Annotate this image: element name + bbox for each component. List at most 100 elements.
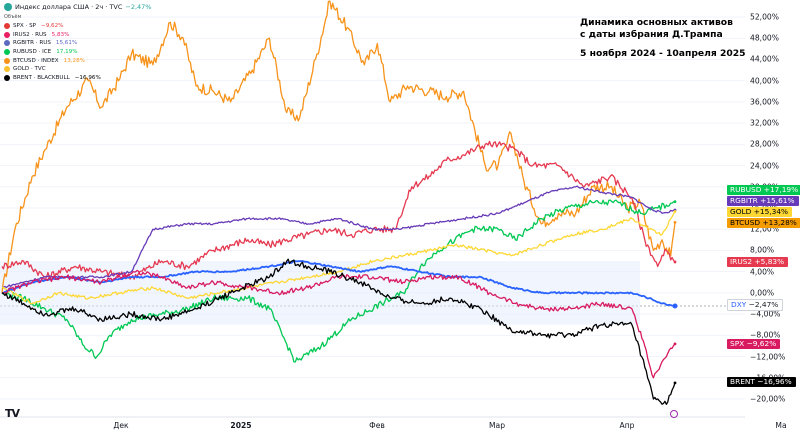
- y-tick-label: 44,00%: [750, 54, 779, 64]
- legend: Индекс доллара США · 2ч · TVC −2,47% Объ…: [4, 3, 151, 82]
- legend-row[interactable]: RUBUSD · ICE 17,19%: [4, 48, 151, 57]
- price-badge-spx[interactable]: SPX −9,62%: [727, 339, 781, 349]
- series-endpoint-dxy: [672, 303, 678, 309]
- badge-symbol: BRENT: [730, 377, 758, 386]
- y-tick-label: 32,00%: [750, 118, 779, 128]
- badge-symbol: RUBUSD: [730, 185, 764, 194]
- badge-symbol: DXY: [731, 300, 749, 309]
- x-tick-label: 2025: [230, 421, 252, 430]
- series-line-rgbitr: [1, 185, 676, 289]
- series-endpoint-brent: [673, 381, 677, 385]
- legend-row[interactable]: GOLD · TVC: [4, 65, 151, 74]
- price-badge-rgbitr[interactable]: RGBITR +15,61%: [727, 196, 799, 206]
- y-tick-label: 28,00%: [750, 139, 779, 149]
- series-line-irus2: [1, 140, 676, 280]
- chart-title-block: Динамика основных активов с даты избрани…: [580, 17, 746, 60]
- badge-symbol: IRUS2: [730, 257, 755, 266]
- legend-row-change: −16,96%: [74, 74, 101, 81]
- y-tick-label: −12,00%: [750, 352, 786, 362]
- y-tick-label: 48,00%: [750, 33, 779, 43]
- legend-row-label: BRENT · BLACKBULL: [13, 74, 70, 81]
- legend-main-change: −2,47%: [125, 3, 152, 11]
- x-tick-label: Ма: [775, 421, 787, 430]
- legend-row-change: 5,83%: [51, 31, 70, 38]
- series-endpoint-spx: [673, 342, 677, 346]
- x-tick-label: Фев: [369, 421, 385, 430]
- y-tick-label: 8,00%: [750, 245, 775, 255]
- series-endpoint-irus2: [673, 260, 677, 264]
- y-tick-label: 52,00%: [750, 12, 779, 22]
- series-line-btcusd: [1, 0, 676, 293]
- series-endpoint-btcusd: [673, 221, 677, 224]
- symbol-icon: [4, 49, 10, 56]
- dxy-symbol-icon: [4, 3, 12, 11]
- tradingview-logo[interactable]: TV: [5, 407, 20, 420]
- legend-row-label: RUBUSD · ICE: [13, 49, 52, 56]
- legend-main-row[interactable]: Индекс доллара США · 2ч · TVC −2,47%: [4, 3, 151, 11]
- badge-value: +15,61%: [760, 196, 795, 205]
- legend-row-label: SPX · SP: [13, 23, 37, 30]
- badge-value: −2,47%: [748, 300, 779, 309]
- legend-row-change: 17,19%: [56, 49, 78, 56]
- legend-volume-label: Объём: [4, 14, 22, 20]
- series-line-gold: [1, 211, 676, 305]
- legend-row-label: RGBITR · RUS: [13, 40, 51, 47]
- price-badge-dxy[interactable]: DXY −2,47%: [727, 299, 784, 311]
- last-bar-marker-icon[interactable]: [670, 410, 678, 418]
- y-tick-label: −20,00%: [750, 394, 786, 404]
- symbol-icon: [4, 74, 10, 81]
- y-tick-label: −4,00%: [750, 309, 781, 319]
- y-tick-label: 24,00%: [750, 161, 779, 171]
- series-line-brent: [1, 258, 676, 405]
- badge-value: +5,83%: [754, 257, 785, 266]
- legend-row-change: 13,28%: [63, 57, 85, 64]
- badge-symbol: BTCUSD: [730, 218, 763, 227]
- price-badge-rubusd[interactable]: RUBUSD +17,19%: [727, 185, 800, 195]
- legend-main-label: Индекс доллара США · 2ч · TVC: [15, 3, 123, 11]
- series-line-dxy: [1, 260, 676, 307]
- badge-value: +13,28%: [762, 218, 797, 227]
- price-badge-brent[interactable]: BRENT −16,96%: [727, 377, 796, 387]
- symbol-icon: [4, 31, 10, 38]
- series-line-rubusd: [1, 199, 676, 363]
- badge-symbol: GOLD: [730, 207, 754, 216]
- price-badge-irus2[interactable]: IRUS2 +5,83%: [727, 257, 789, 267]
- series-endpoint-rubusd: [673, 200, 677, 204]
- y-tick-label: 36,00%: [750, 97, 779, 107]
- badge-value: −9,62%: [746, 339, 777, 348]
- y-tick-label: 0,00%: [750, 288, 775, 298]
- legend-row[interactable]: BTCUSD · INDEX 13,28%: [4, 56, 151, 65]
- legend-row[interactable]: RGBITR · RUS 15,61%: [4, 39, 151, 48]
- title-period: 5 ноября 2024 - 10апреля 2025: [580, 48, 746, 59]
- symbol-icon: [4, 40, 10, 47]
- badge-value: −16,96%: [757, 377, 792, 386]
- symbol-icon: [4, 57, 10, 64]
- y-tick-label: 4,00%: [750, 267, 775, 277]
- legend-row-label: BTCUSD · INDEX: [13, 57, 59, 64]
- legend-row-label: IRUS2 · RUS: [13, 31, 47, 38]
- legend-row[interactable]: BRENT · BLACKBULL −16,96%: [4, 74, 151, 83]
- symbol-icon: [4, 66, 10, 73]
- legend-row-change: 15,61%: [55, 40, 78, 47]
- price-badge-btcusd[interactable]: BTCUSD +13,28%: [727, 218, 800, 228]
- legend-row-label: GOLD · TVC: [13, 66, 46, 73]
- title-line-2: с даты избрания Д.Трампа: [580, 28, 723, 40]
- legend-row[interactable]: SPX · SP −9,62%: [4, 22, 151, 31]
- badge-value: +15,34%: [753, 207, 789, 216]
- badge-symbol: SPX: [730, 339, 747, 348]
- badge-symbol: RGBITR: [730, 196, 761, 205]
- x-tick-label: Дек: [113, 421, 129, 430]
- legend-row-change: −9,62%: [41, 23, 64, 30]
- series-layer: [1, 0, 678, 405]
- symbol-icon: [4, 23, 10, 30]
- badge-value: +17,19%: [763, 185, 799, 194]
- x-tick-label: Мар: [488, 421, 506, 430]
- y-tick-label: 40,00%: [750, 76, 779, 86]
- series-endpoint-gold: [673, 210, 677, 213]
- legend-row[interactable]: IRUS2 · RUS 5,83%: [4, 31, 151, 40]
- title-line-1: Динамика основных активов: [580, 17, 733, 28]
- price-badge-gold[interactable]: GOLD +15,34%: [727, 207, 793, 217]
- y-tick-label: 12,00%: [750, 224, 779, 234]
- x-tick-label: Апр: [619, 421, 635, 430]
